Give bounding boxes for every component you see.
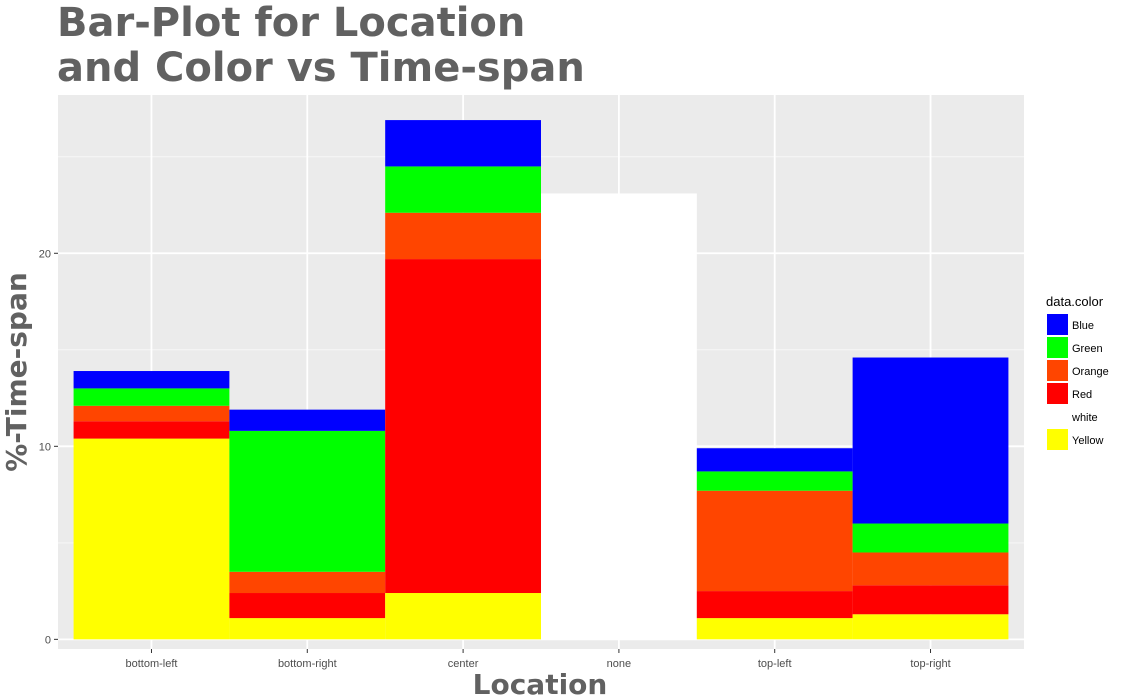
y-axis: 0 10 20 bbox=[39, 248, 58, 646]
bar-segment-bottom-right-green bbox=[229, 430, 386, 572]
bar-segment-top-right-orange bbox=[852, 552, 1009, 586]
bar-segment-bottom-right-red bbox=[229, 593, 386, 619]
legend-label-white: white bbox=[1071, 412, 1098, 424]
y-tick-label: 20 bbox=[39, 248, 51, 260]
x-tick-label: top-left bbox=[758, 658, 792, 670]
legend-label-orange: Orange bbox=[1072, 366, 1109, 378]
x-tick-label: bottom-right bbox=[278, 658, 337, 670]
legend-label-red: Red bbox=[1072, 389, 1092, 401]
bar-segment-center-blue bbox=[385, 120, 541, 167]
legend-key-blue bbox=[1047, 314, 1068, 335]
x-tick-label: none bbox=[607, 658, 631, 670]
legend-key-yellow bbox=[1047, 429, 1068, 450]
legend-label-yellow: Yellow bbox=[1072, 435, 1103, 447]
bar-segment-top-left-yellow bbox=[696, 618, 853, 640]
legend-title: data.color bbox=[1046, 294, 1104, 309]
bar-segment-top-left-orange bbox=[696, 490, 853, 592]
bar-segment-bottom-left-blue bbox=[73, 371, 230, 389]
bar-segment-top-right-blue bbox=[852, 357, 1009, 524]
bar-segment-bottom-left-orange bbox=[73, 405, 230, 422]
legend-label-blue: Blue bbox=[1072, 320, 1094, 332]
bar-segment-none-white bbox=[541, 193, 697, 640]
bar-segment-top-right-yellow bbox=[852, 614, 1009, 640]
legend-key-orange bbox=[1047, 360, 1068, 381]
bar-segment-bottom-right-yellow bbox=[229, 618, 386, 640]
bar-segment-center-red bbox=[385, 259, 541, 594]
legend-key-green bbox=[1047, 337, 1068, 358]
bar-segment-top-left-green bbox=[696, 471, 853, 491]
legend-key-white bbox=[1047, 406, 1068, 427]
bars bbox=[73, 120, 1009, 640]
bar-segment-top-left-red bbox=[696, 591, 853, 619]
x-tick-label: center bbox=[448, 658, 479, 670]
x-tick-label: top-right bbox=[910, 658, 950, 670]
x-axis: bottom-left bottom-right center none top-lef… bbox=[125, 649, 951, 670]
bar-segment-bottom-right-blue bbox=[229, 409, 386, 431]
legend-label-green: Green bbox=[1072, 343, 1103, 355]
bar-segment-bottom-right-orange bbox=[229, 571, 386, 594]
bar-segment-top-right-green bbox=[852, 523, 1009, 553]
bar-segment-center-yellow bbox=[385, 593, 541, 640]
y-tick-label: 0 bbox=[45, 634, 51, 646]
y-tick-label: 10 bbox=[39, 441, 51, 453]
bar-segment-top-right-red bbox=[852, 585, 1009, 615]
bar-segment-center-orange bbox=[385, 212, 541, 260]
legend: data.color Blue Green Orange Red white Yellow bbox=[1046, 294, 1109, 450]
x-axis-title: Location bbox=[473, 668, 608, 698]
chart-title-line-1: Bar-Plot for Location bbox=[57, 0, 525, 46]
y-axis-title: %-Time-span bbox=[0, 272, 33, 472]
bar-segment-bottom-left-green bbox=[73, 388, 230, 406]
bar-segment-bottom-left-red bbox=[73, 421, 230, 439]
x-tick-label: bottom-left bbox=[125, 658, 177, 670]
chart-title-line-2: and Color vs Time-span bbox=[57, 45, 585, 91]
legend-key-red bbox=[1047, 383, 1068, 404]
bar-segment-bottom-left-yellow bbox=[73, 438, 230, 640]
bar-segment-center-green bbox=[385, 166, 541, 213]
bar-segment-top-left-blue bbox=[696, 448, 853, 472]
